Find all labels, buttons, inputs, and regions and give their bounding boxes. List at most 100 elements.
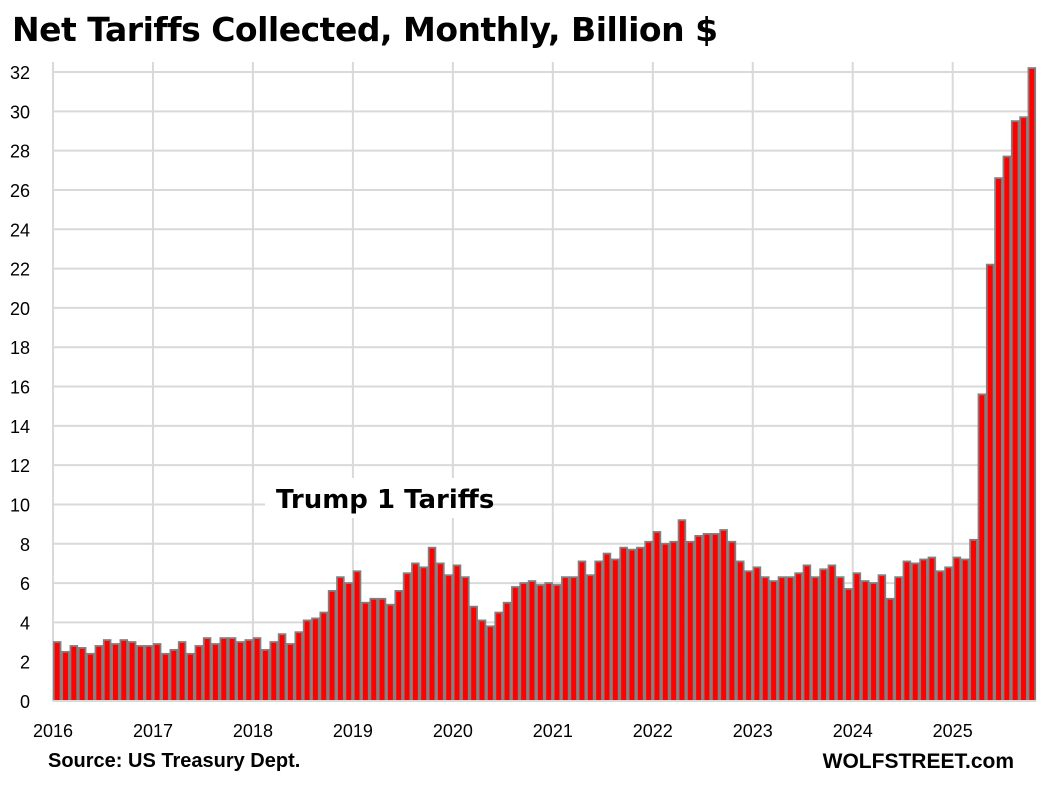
bar xyxy=(636,546,645,702)
bar xyxy=(694,534,703,702)
bar xyxy=(502,601,512,702)
y-tick-label: 6 xyxy=(20,574,30,594)
x-tick-label: 2022 xyxy=(633,721,673,741)
bar xyxy=(244,639,254,702)
bar xyxy=(977,393,987,702)
bar xyxy=(702,533,712,702)
bar xyxy=(935,570,945,702)
bar xyxy=(194,645,204,702)
y-tick-label: 26 xyxy=(10,181,30,201)
bar xyxy=(102,639,112,702)
bar xyxy=(169,648,179,702)
bar xyxy=(777,576,787,702)
bar xyxy=(419,566,428,702)
bar xyxy=(511,586,520,702)
bar xyxy=(810,576,820,702)
bar xyxy=(910,562,920,702)
bar xyxy=(136,645,145,702)
bar xyxy=(877,574,887,702)
bar xyxy=(752,566,762,702)
bar xyxy=(269,641,279,702)
y-tick-label: 16 xyxy=(10,378,30,398)
y-tick-label: 24 xyxy=(10,220,30,240)
bar xyxy=(719,529,728,702)
bar xyxy=(985,263,995,702)
bar xyxy=(202,637,212,702)
bar xyxy=(577,560,587,702)
bar xyxy=(444,574,453,702)
bar xyxy=(869,582,878,702)
bar xyxy=(486,625,495,702)
bar xyxy=(302,619,312,702)
bar xyxy=(69,645,79,702)
bar xyxy=(544,582,553,702)
y-tick-label: 30 xyxy=(10,102,30,122)
bar xyxy=(844,588,853,702)
bar xyxy=(652,531,662,702)
bar xyxy=(919,558,928,702)
bar xyxy=(327,590,337,702)
bar xyxy=(261,648,270,702)
y-tick-label: 4 xyxy=(20,613,30,633)
bar xyxy=(94,645,104,702)
bar xyxy=(527,580,537,702)
bar xyxy=(802,564,812,702)
bar xyxy=(127,641,137,702)
bar xyxy=(627,548,637,702)
bar xyxy=(311,617,320,702)
bar xyxy=(377,597,387,702)
bar xyxy=(119,639,129,702)
bar xyxy=(252,637,262,702)
y-tick-label: 20 xyxy=(10,299,30,319)
bar xyxy=(469,605,478,702)
bar xyxy=(902,560,912,702)
bar xyxy=(894,576,903,702)
bar xyxy=(736,560,745,702)
y-tick-label: 2 xyxy=(20,653,30,673)
bar xyxy=(644,540,653,702)
bar xyxy=(552,584,562,702)
y-tick-label: 8 xyxy=(20,535,30,555)
bar xyxy=(1002,155,1012,702)
bar xyxy=(494,611,503,702)
bar xyxy=(177,641,187,702)
bar xyxy=(860,580,870,702)
bar xyxy=(927,556,937,702)
x-tick-label: 2025 xyxy=(933,721,973,741)
y-tick-label: 14 xyxy=(10,417,30,437)
bar xyxy=(319,611,329,702)
bar xyxy=(152,643,162,702)
bar xyxy=(711,533,720,702)
bar xyxy=(569,576,578,702)
bar xyxy=(519,582,528,702)
bar xyxy=(402,572,412,702)
bar xyxy=(852,572,862,702)
bar xyxy=(602,552,612,702)
bar xyxy=(1010,120,1020,702)
bar xyxy=(744,570,753,702)
x-tick-label: 2024 xyxy=(833,721,873,741)
chart-title: Net Tariffs Collected, Monthly, Billion … xyxy=(12,10,718,49)
x-tick-label: 2016 xyxy=(33,721,73,741)
bar xyxy=(411,562,420,702)
bar xyxy=(561,576,570,702)
bar xyxy=(1027,67,1037,702)
bar xyxy=(1019,116,1028,702)
bar xyxy=(352,570,362,702)
bar xyxy=(386,603,395,702)
annotation-background xyxy=(265,478,490,518)
bar xyxy=(669,540,678,702)
bar xyxy=(661,542,670,702)
bar xyxy=(427,546,437,702)
y-tick-label: 0 xyxy=(20,692,30,712)
bar xyxy=(161,652,170,702)
x-tick-label: 2020 xyxy=(433,721,473,741)
bar xyxy=(536,584,545,702)
bar xyxy=(944,566,953,702)
bar xyxy=(336,576,345,702)
bar xyxy=(760,576,770,702)
bar xyxy=(286,643,295,702)
bar xyxy=(219,637,229,702)
bar xyxy=(827,564,837,702)
